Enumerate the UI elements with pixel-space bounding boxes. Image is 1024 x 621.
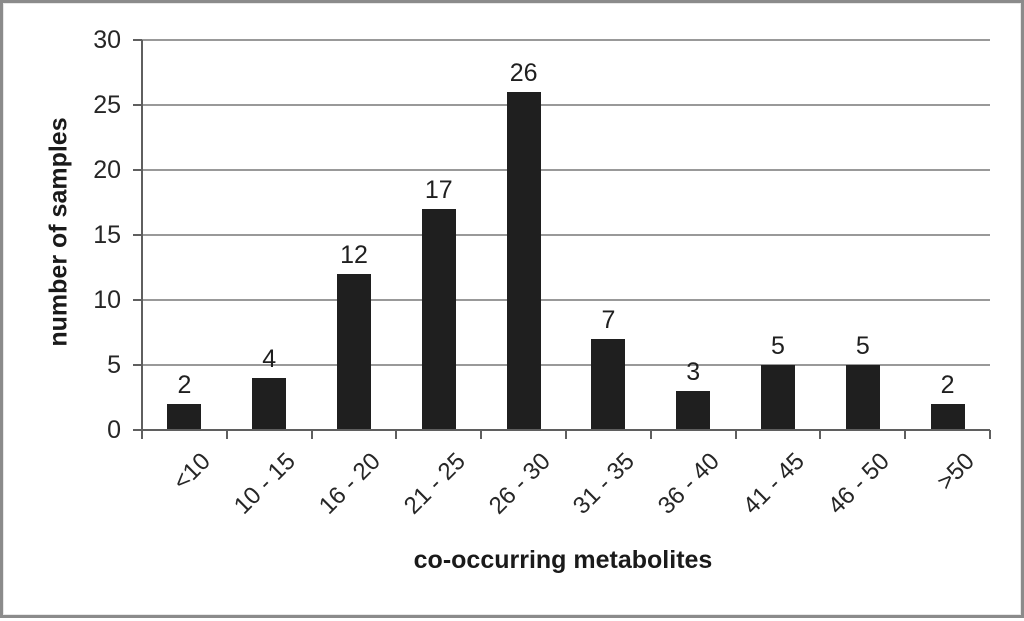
x-tick	[395, 430, 398, 439]
gridline	[142, 364, 990, 366]
x-tick	[480, 430, 483, 439]
y-tick-label: 5	[107, 351, 121, 379]
bar-10 - 15	[252, 378, 287, 430]
y-tick	[133, 234, 142, 236]
y-tick	[133, 299, 142, 301]
bar-value-label: 2	[177, 371, 192, 399]
y-tick-label: 25	[93, 91, 121, 119]
x-tick	[904, 430, 907, 439]
x-tick	[310, 430, 313, 439]
bar-31 - 35	[591, 339, 626, 430]
y-tick	[133, 364, 142, 366]
x-tick	[565, 430, 567, 439]
gridline	[142, 299, 990, 301]
gridline	[142, 104, 990, 106]
y-tick-label: 30	[93, 26, 121, 54]
y-tick	[133, 104, 142, 106]
y-tick-label: 0	[107, 416, 121, 444]
x-tick	[649, 430, 652, 439]
bar-value-label: 3	[686, 358, 701, 386]
bar-value-label: 2	[940, 371, 955, 399]
bar-<10	[167, 404, 202, 430]
x-axis-title: co-occurring metabolites	[413, 546, 713, 574]
y-tick-label: 10	[93, 286, 121, 314]
bar-36 - 40	[676, 391, 711, 430]
bar-21 - 25	[421, 209, 456, 430]
bar-16 - 20	[337, 274, 371, 430]
y-tick-label: 15	[93, 221, 121, 249]
y-tick-label: 20	[93, 156, 121, 184]
x-tick	[225, 430, 228, 439]
bar-value-label: 26	[509, 59, 538, 87]
x-tick	[819, 430, 822, 439]
plot-area: 0 5 10 15 20 25 30 2 4 12 17 26 7 3 5 5 2 <10 10 - 15 16 - …	[3, 3, 1024, 621]
bar-41 - 45	[761, 365, 795, 430]
x-tick	[989, 430, 991, 439]
x-axis-line	[133, 429, 990, 431]
bar-value-label: 12	[340, 241, 368, 269]
bar-value-label: 4	[262, 345, 277, 373]
bar-46 - 50	[845, 365, 880, 430]
bar-value-label: 17	[424, 176, 453, 204]
bar-value-label: 7	[601, 306, 616, 334]
y-axis-title: number of samples	[44, 117, 73, 347]
bar->50	[930, 404, 965, 430]
y-axis-line	[141, 40, 143, 439]
gridline	[142, 39, 990, 41]
bar-26 - 30	[506, 92, 541, 430]
gridline	[142, 234, 990, 236]
gridline	[142, 169, 990, 171]
y-tick	[133, 169, 142, 171]
y-tick	[133, 39, 142, 41]
x-tick	[734, 430, 737, 439]
bar-value-label: 5	[771, 332, 785, 360]
bar-value-label: 5	[855, 332, 870, 360]
